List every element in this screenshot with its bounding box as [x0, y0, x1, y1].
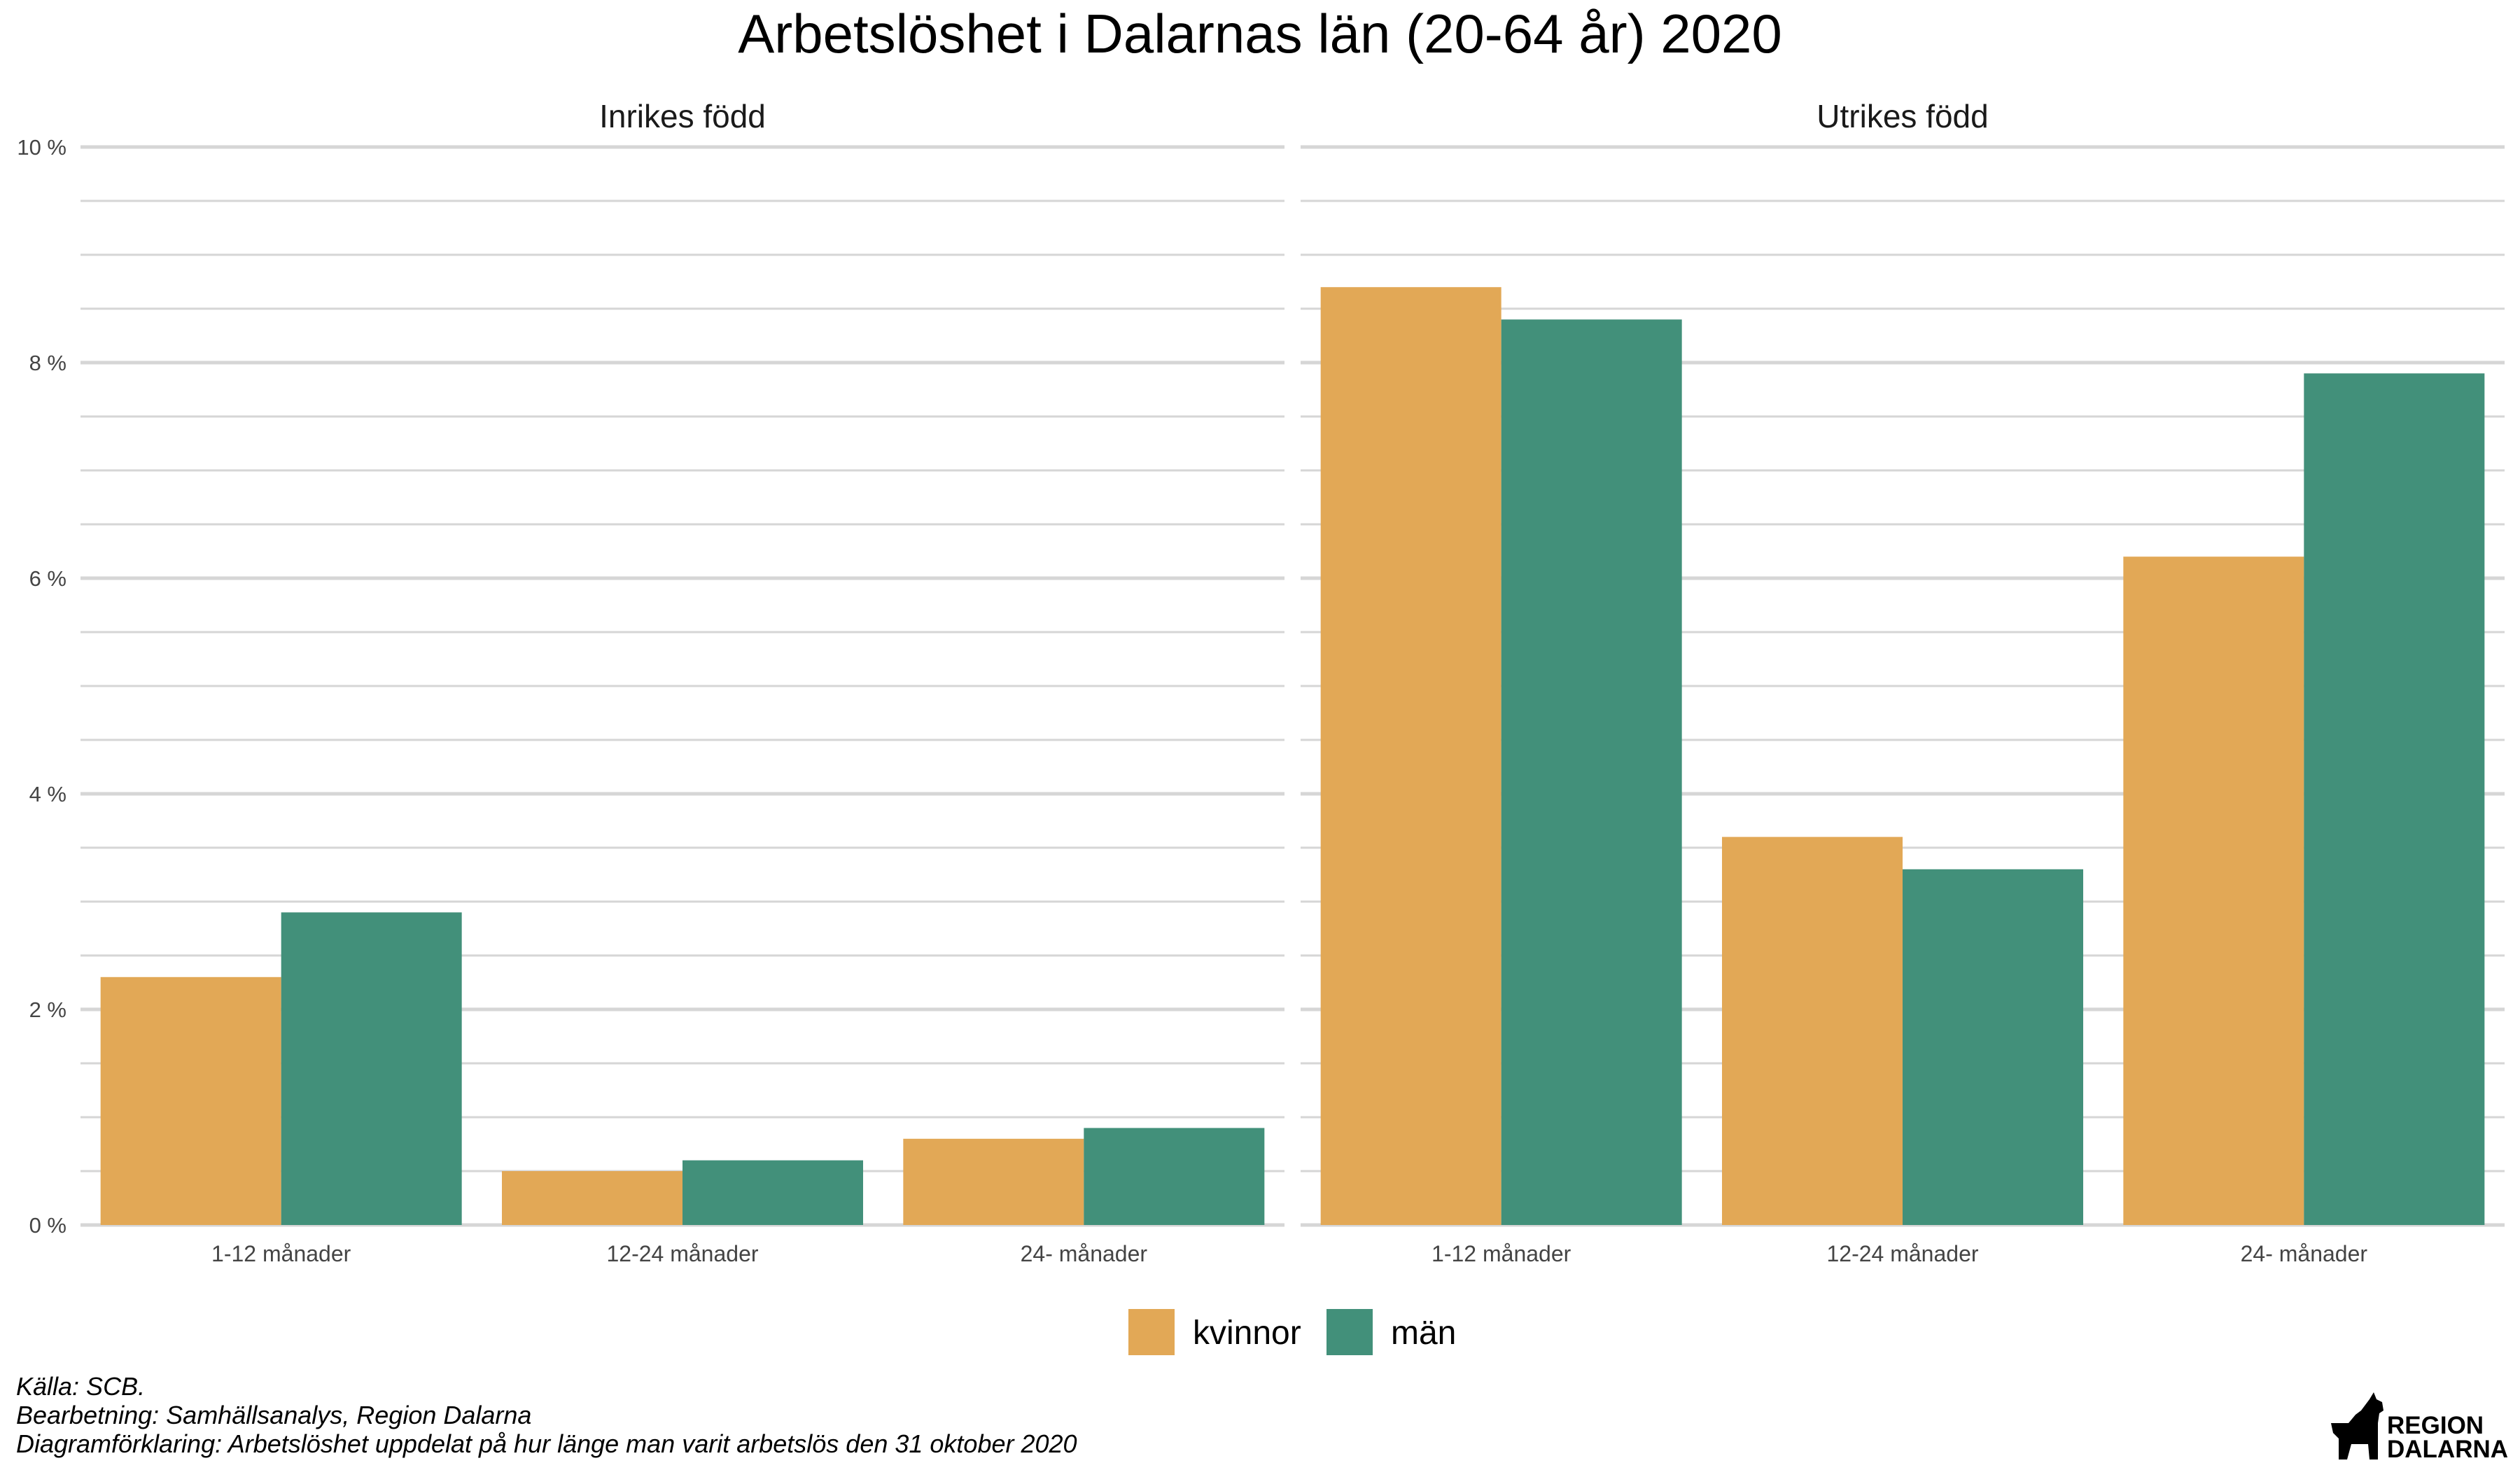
bar-män-2	[1084, 1128, 1265, 1225]
legend-swatch-kvinnor	[1128, 1309, 1175, 1355]
bar-män-2	[2304, 373, 2485, 1225]
bar-män-0	[281, 912, 462, 1225]
y-axis: 0 % 2 % 4 % 6 % 8 % 10 %	[17, 135, 66, 1238]
x-tick-label: 12-24 månader	[1826, 1241, 1978, 1266]
x-tick-label: 1-12 månader	[1432, 1241, 1572, 1266]
legend-label: kvinnor	[1193, 1315, 1301, 1352]
caption-source: Källa: SCB.	[16, 1372, 146, 1401]
y-tick-label: 8 %	[29, 351, 66, 375]
y-tick-label: 0 %	[29, 1213, 66, 1238]
caption-explanation: Diagramförklaring: Arbetslöshet uppdelat…	[16, 1429, 1077, 1458]
x-tick-label: 12-24 månader	[606, 1241, 758, 1266]
dala-horse-icon	[2331, 1392, 2384, 1460]
bar-kvinnor-0	[100, 976, 281, 1225]
bar-kvinnor-0	[1320, 287, 1502, 1226]
panel-title: Inrikes född	[599, 98, 766, 134]
chart-title: Arbetslöshet i Dalarnas län (20-64 år) 2…	[738, 3, 1782, 64]
y-tick-label: 4 %	[29, 782, 66, 806]
x-tick-label: 24- månader	[2241, 1241, 2368, 1266]
logo-text-line2: DALARNA	[2387, 1436, 2509, 1463]
bar-män-1	[682, 1160, 863, 1225]
y-tick-label: 2 %	[29, 997, 66, 1022]
panel-1: Utrikes född 1-12 månader 12-24 månader 24-…	[1301, 98, 2505, 1266]
y-tick-label: 6 %	[29, 566, 66, 591]
panel-0: Inrikes född 1-12 månader 12-24 månader 24-…	[80, 98, 1284, 1266]
caption: Källa: SCB. Bearbetning: Samhällsanalys,…	[16, 1372, 1077, 1458]
panel-title: Utrikes född	[1816, 98, 1988, 134]
bar-kvinnor-1	[502, 1171, 682, 1225]
legend-label: män	[1391, 1315, 1456, 1352]
bar-kvinnor-2	[2123, 556, 2304, 1225]
region-dalarna-logo	[2331, 1392, 2384, 1460]
logo-text-line1: REGION	[2387, 1412, 2484, 1439]
x-tick-label: 1-12 månader	[211, 1241, 351, 1266]
y-tick-label: 10 %	[17, 135, 66, 160]
bar-män-1	[1903, 869, 2083, 1225]
bar-män-0	[1501, 319, 1682, 1225]
legend-swatch-män	[1326, 1309, 1373, 1355]
caption-processing: Bearbetning: Samhällsanalys, Region Dala…	[16, 1401, 532, 1429]
bar-kvinnor-1	[1722, 836, 1903, 1225]
logo-text: REGION DALARNA	[2387, 1412, 2509, 1463]
legend: kvinnor män	[1128, 1309, 1456, 1355]
x-tick-label: 24- månader	[1021, 1241, 1148, 1266]
bar-kvinnor-2	[903, 1138, 1084, 1225]
